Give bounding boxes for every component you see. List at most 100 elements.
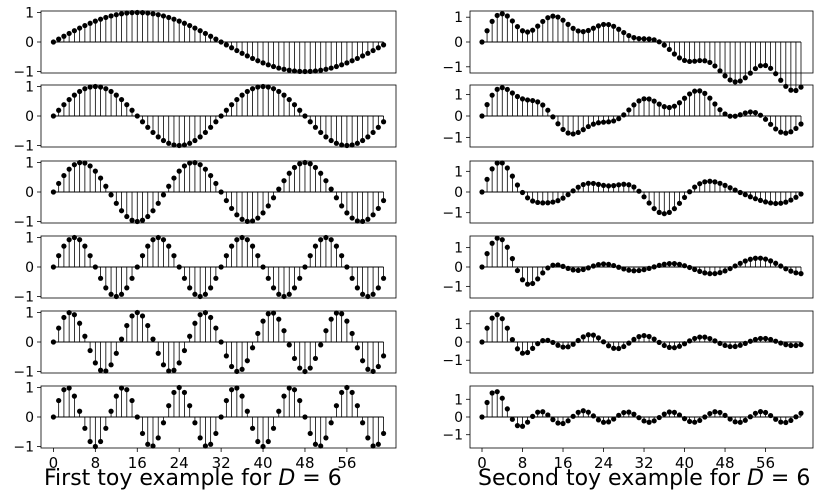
stem-marker [286, 291, 292, 297]
stem-marker [50, 339, 57, 345]
stem-marker [312, 124, 319, 130]
stem-marker [783, 130, 789, 136]
stem-marker [530, 413, 536, 419]
stem-marker [687, 264, 693, 271]
stem-marker [666, 261, 672, 267]
stem-marker [354, 285, 360, 291]
stem-marker [375, 205, 381, 212]
stem-marker [77, 160, 83, 166]
stem-marker [92, 264, 98, 270]
stem-marker [208, 172, 214, 179]
stem-marker [524, 419, 531, 425]
stem-marker [160, 13, 167, 19]
stem-marker [82, 160, 88, 166]
y-tick-label: −1 [13, 65, 34, 81]
stem-marker [380, 42, 387, 48]
stem-marker [218, 264, 224, 270]
stem-marker [631, 336, 637, 343]
stem-marker [244, 218, 250, 224]
stem-marker [155, 350, 161, 356]
stem-marker [297, 68, 303, 74]
stem-marker [360, 291, 366, 297]
stem-marker [651, 264, 657, 270]
stem-marker [187, 403, 193, 409]
stem-marker [286, 170, 292, 176]
y-tick-label: −1 [13, 440, 34, 456]
stem-marker [484, 399, 490, 406]
stem-marker [494, 312, 500, 318]
stem-marker [671, 261, 678, 267]
stem-marker [155, 12, 161, 18]
stem-marker [213, 36, 219, 42]
stem-marker [307, 68, 313, 74]
stem-marker [365, 50, 371, 56]
stem-marker [166, 14, 172, 21]
stem-marker [307, 161, 313, 167]
stem-marker [530, 198, 536, 204]
stem-marker [218, 414, 224, 420]
stem-marker [328, 137, 334, 144]
stem-marker [600, 21, 607, 28]
stem-marker [626, 182, 632, 188]
y-tick-label: 0 [25, 35, 34, 51]
stem-marker [732, 79, 738, 85]
stem-marker [375, 363, 381, 370]
stem-marker [550, 262, 556, 268]
stem-marker [788, 197, 794, 203]
stem-marker [349, 142, 355, 148]
stem-marker [103, 425, 109, 431]
stem-marker [202, 291, 208, 297]
stem-marker [333, 243, 340, 249]
stem-marker [666, 104, 672, 111]
stem-marker [717, 270, 723, 276]
stem-marker [636, 415, 642, 421]
x-tick-label: 32 [634, 454, 653, 472]
stem-marker [611, 345, 617, 351]
stem-marker [494, 12, 500, 19]
stem-marker [124, 102, 130, 108]
stem-marker [499, 11, 505, 17]
y-tick-label: 1 [454, 88, 463, 104]
stem-marker [197, 293, 203, 300]
stem-marker [681, 57, 688, 64]
stem-marker [540, 338, 546, 344]
stem-marker [166, 368, 172, 374]
stem-marker [504, 86, 510, 93]
stem-marker [239, 216, 245, 222]
stem-marker [540, 409, 546, 415]
stem-marker [139, 217, 146, 223]
stem-marker [681, 341, 688, 347]
stem-marker [192, 25, 198, 31]
stem-marker [208, 314, 214, 321]
stem-marker [742, 110, 748, 116]
stem-marker [202, 166, 208, 172]
stem-marker [302, 113, 308, 119]
stem-marker [651, 98, 657, 104]
stem-marker [50, 113, 57, 119]
stem-marker [489, 166, 495, 172]
stem-marker [229, 387, 235, 393]
stem-marker [798, 121, 804, 127]
stem-marker [344, 60, 350, 66]
stem-marker [50, 39, 57, 45]
stem-marker [260, 264, 266, 270]
stem-marker [676, 55, 683, 61]
stem-marker [181, 347, 188, 354]
stem-marker [535, 99, 541, 105]
stem-marker [108, 291, 114, 297]
stem-panel-0-4: 1 0 −1 [13, 305, 397, 381]
stem-marker [479, 339, 485, 345]
stem-marker [605, 119, 612, 125]
stem-marker [302, 159, 308, 166]
stem-marker [139, 119, 146, 125]
stem-marker [92, 18, 98, 24]
stem-marker [124, 285, 130, 291]
y-tick-label: 1 [25, 380, 34, 396]
stem-marker [124, 10, 130, 16]
stem-marker [61, 33, 67, 39]
stem-marker [134, 414, 140, 420]
stem-marker [778, 129, 784, 135]
stem-marker [113, 12, 119, 18]
stem-marker [631, 34, 637, 41]
stem-marker [71, 234, 77, 241]
